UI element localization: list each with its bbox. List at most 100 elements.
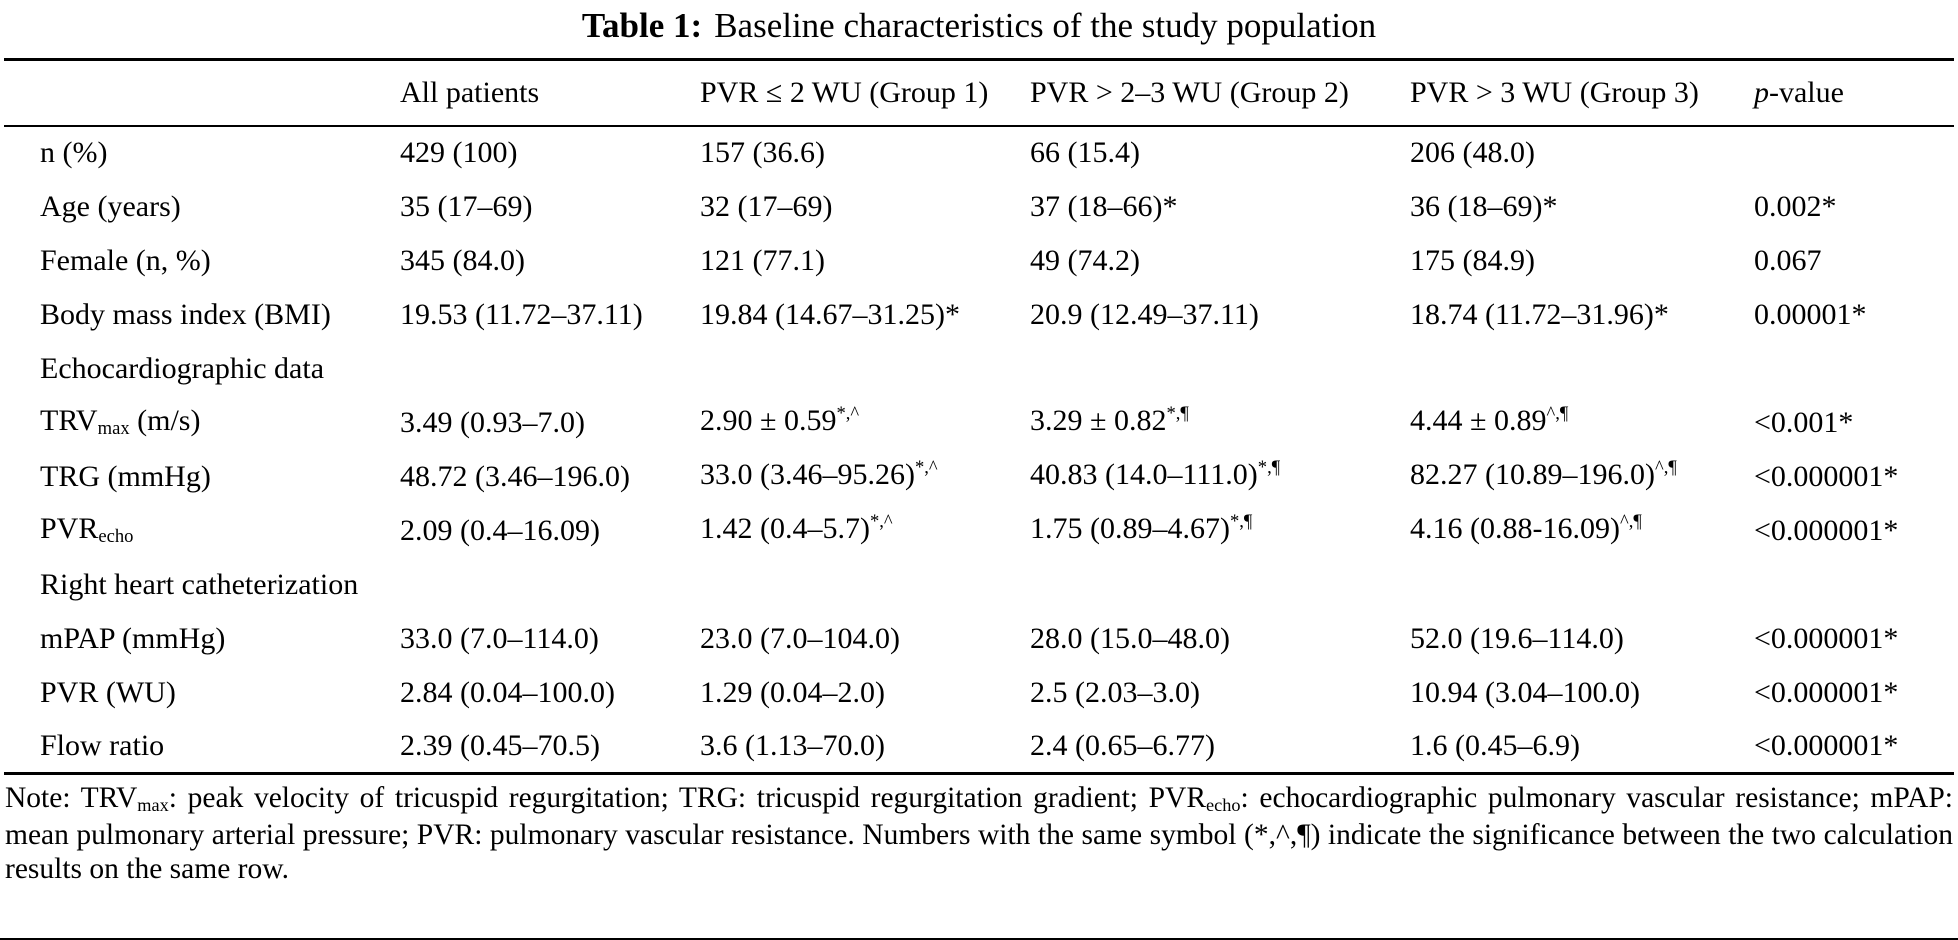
text-segment: 2.39 (0.45–70.5) bbox=[400, 728, 600, 762]
text-segment: -value bbox=[1769, 75, 1844, 109]
value-cell: 33.0 (7.0–114.0) bbox=[400, 612, 700, 666]
row-label: PVRecho bbox=[4, 504, 400, 558]
subscript: echo bbox=[1206, 795, 1241, 816]
value-cell: 36 (18–69)* bbox=[1410, 180, 1754, 234]
text-segment: (m/s) bbox=[129, 403, 201, 437]
superscript: ^,¶ bbox=[1619, 511, 1642, 533]
column-header: All patients bbox=[400, 75, 540, 109]
value-cell: 20.9 (12.49–37.11) bbox=[1030, 288, 1410, 342]
value-cell: 1.42 (0.4–5.7)*,^ bbox=[700, 504, 1030, 558]
text-segment: 35 (17–69) bbox=[400, 189, 533, 223]
text-segment: n (%) bbox=[40, 136, 108, 169]
value-cell: 2.4 (0.65–6.77) bbox=[1030, 720, 1410, 774]
text-segment: Age (years) bbox=[40, 189, 181, 223]
value-cell: <0.000001* bbox=[1754, 612, 1954, 666]
column-header: p-value bbox=[1754, 60, 1954, 126]
value-cell: 4.16 (0.88-16.09)^,¶ bbox=[1410, 504, 1754, 558]
text-segment: : echocardiographic pulmonary vascular r… bbox=[5, 782, 1953, 885]
superscript: ^,¶ bbox=[1654, 457, 1677, 479]
value-cell: 33.0 (3.46–95.26)*,^ bbox=[700, 450, 1030, 504]
value-cell: 2.5 (2.03–3.0) bbox=[1030, 666, 1410, 720]
superscript: *,^ bbox=[836, 403, 860, 425]
text-segment: 2.5 (2.03–3.0) bbox=[1030, 675, 1200, 709]
text-segment: 429 (100) bbox=[400, 136, 518, 169]
section-label: Echocardiographic data bbox=[4, 342, 1954, 396]
value-cell: 52.0 (19.6–114.0) bbox=[1410, 612, 1754, 666]
text-segment: 157 (36.6) bbox=[700, 136, 825, 169]
value-cell: 157 (36.6) bbox=[700, 126, 1030, 180]
text-segment: Note: TRV bbox=[5, 782, 138, 814]
table-header: All patients PVR ≤ 2 WU (Group 1) PVR > 2–… bbox=[4, 60, 1954, 126]
row-pvr-wu: PVR (WU) 2.84 (0.04–100.0) 1.29 (0.04–2.0)… bbox=[4, 666, 1954, 720]
italic-p: p bbox=[1754, 75, 1769, 109]
text-segment: 40.83 (14.0–111.0) bbox=[1030, 457, 1258, 491]
row-trg: TRG (mmHg) 48.72 (3.46–196.0) 33.0 (3.46–9… bbox=[4, 450, 1954, 504]
text-segment: 0.067 bbox=[1754, 243, 1822, 277]
text-segment: 2.84 (0.04–100.0) bbox=[400, 675, 615, 709]
value-cell: 206 (48.0) bbox=[1410, 126, 1754, 180]
text-segment: 23.0 (7.0–104.0) bbox=[700, 621, 900, 655]
section-label: Right heart catheterization bbox=[4, 558, 1954, 612]
value-cell: <0.000001* bbox=[1754, 720, 1954, 774]
text-segment: Female (n, %) bbox=[40, 243, 211, 277]
value-cell bbox=[1754, 126, 1954, 180]
text-segment: 2.90 ± 0.59 bbox=[700, 403, 837, 437]
value-cell: 175 (84.9) bbox=[1410, 234, 1754, 288]
header-row: All patients PVR ≤ 2 WU (Group 1) PVR > 2–… bbox=[4, 60, 1954, 126]
text-segment: 0.00001* bbox=[1754, 297, 1867, 331]
value-cell: 0.002* bbox=[1754, 180, 1954, 234]
subscript: max bbox=[137, 795, 169, 816]
text-segment: : peak velocity of tricuspid regurgitati… bbox=[168, 782, 1207, 814]
value-cell: 0.067 bbox=[1754, 234, 1954, 288]
row-label: Flow ratio bbox=[4, 720, 400, 774]
subscript: max bbox=[97, 417, 130, 439]
value-cell: 121 (77.1) bbox=[700, 234, 1030, 288]
row-label: TRG (mmHg) bbox=[4, 450, 400, 504]
superscript: *,¶ bbox=[1257, 457, 1281, 479]
value-cell: <0.000001* bbox=[1754, 666, 1954, 720]
value-cell: 2.90 ± 0.59*,^ bbox=[700, 396, 1030, 450]
row-bmi: Body mass index (BMI) 19.53 (11.72–37.11)… bbox=[4, 288, 1954, 342]
text-segment: 66 (15.4) bbox=[1030, 136, 1140, 169]
text-segment: 4.44 ± 0.89 bbox=[1410, 403, 1547, 437]
text-segment: 49 (74.2) bbox=[1030, 243, 1140, 277]
text-segment: 33.0 (3.46–95.26) bbox=[700, 457, 915, 491]
column-header: PVR > 2–3 WU (Group 2) bbox=[1030, 75, 1349, 109]
text-segment: 3.29 ± 0.82 bbox=[1030, 403, 1167, 437]
value-cell: 49 (74.2) bbox=[1030, 234, 1410, 288]
superscript: *,¶ bbox=[1229, 511, 1253, 533]
value-cell: 2.09 (0.4–16.09) bbox=[400, 504, 700, 558]
text-segment: 2.4 (0.65–6.77) bbox=[1030, 728, 1215, 762]
table-note: Note: TRVmax: peak velocity of tricuspid… bbox=[5, 781, 1953, 886]
row-trvmax: TRVmax (m/s) 3.49 (0.93–7.0) 2.90 ± 0.59*,… bbox=[4, 396, 1954, 450]
value-cell: 10.94 (3.04–100.0) bbox=[1410, 666, 1754, 720]
text-segment: 1.6 (0.45–6.9) bbox=[1410, 728, 1580, 762]
row-label: Body mass index (BMI) bbox=[4, 288, 400, 342]
superscript: *,^ bbox=[914, 457, 938, 479]
table-body: n (%) 429 (100) 157 (36.6) 66 (15.4) 206 (48… bbox=[4, 126, 1954, 774]
value-cell: 18.74 (11.72–31.96)* bbox=[1410, 288, 1754, 342]
text-segment: 36 (18–69)* bbox=[1410, 189, 1558, 223]
text-segment: 52.0 (19.6–114.0) bbox=[1410, 621, 1624, 655]
value-cell: 429 (100) bbox=[400, 126, 700, 180]
text-segment: 2.09 (0.4–16.09) bbox=[400, 513, 600, 547]
value-cell: 4.44 ± 0.89^,¶ bbox=[1410, 396, 1754, 450]
text-segment: 82.27 (10.89–196.0) bbox=[1410, 457, 1655, 491]
text-segment: Flow ratio bbox=[40, 728, 165, 762]
text-segment: 4.16 (0.88-16.09) bbox=[1410, 511, 1620, 545]
text-segment: Body mass index (BMI) bbox=[40, 297, 331, 331]
text-segment: 10.94 (3.04–100.0) bbox=[1410, 675, 1640, 709]
table-number-label: Table 1: bbox=[581, 6, 703, 45]
value-cell: 23.0 (7.0–104.0) bbox=[700, 612, 1030, 666]
value-cell: 1.29 (0.04–2.0) bbox=[700, 666, 1030, 720]
value-cell: 66 (15.4) bbox=[1030, 126, 1410, 180]
text-segment: <0.000001* bbox=[1754, 513, 1899, 547]
section-right-heart-catheterization: Right heart catheterization bbox=[4, 558, 1954, 612]
row-label: TRVmax (m/s) bbox=[4, 396, 400, 450]
column-header: PVR > 3 WU (Group 3) bbox=[1410, 75, 1699, 109]
text-segment: 32 (17–69) bbox=[700, 189, 833, 223]
value-cell: 82.27 (10.89–196.0)^,¶ bbox=[1410, 450, 1754, 504]
value-cell: 0.00001* bbox=[1754, 288, 1954, 342]
text-segment: mPAP (mmHg) bbox=[40, 621, 226, 655]
